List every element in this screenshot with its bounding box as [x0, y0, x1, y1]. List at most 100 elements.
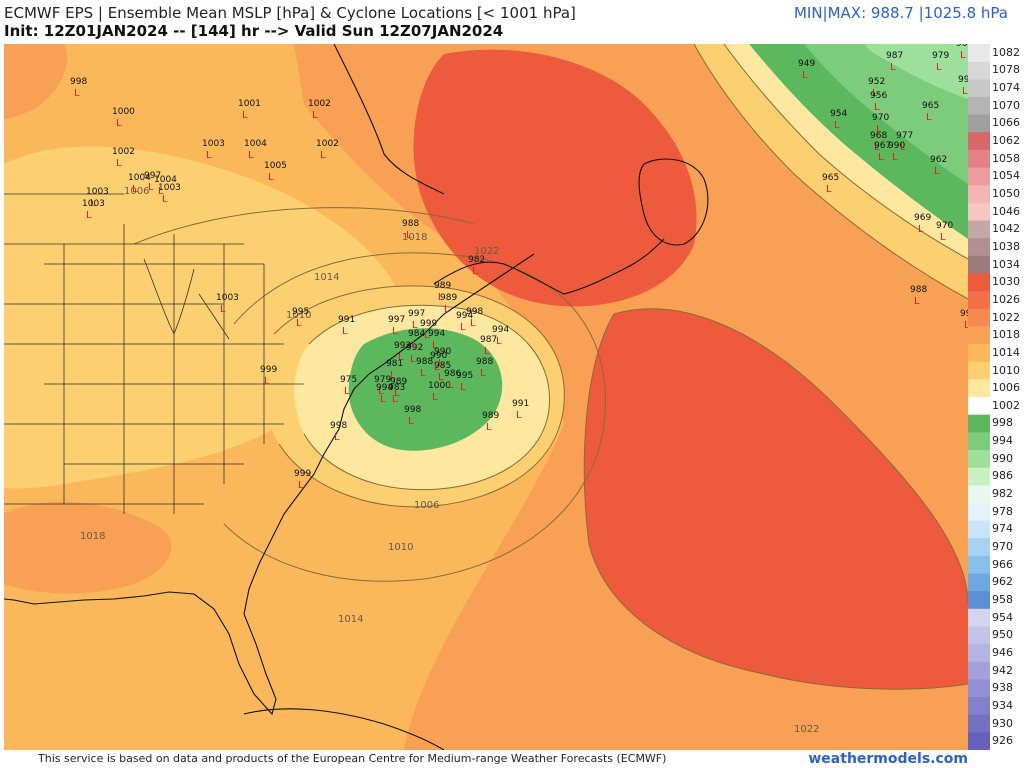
colorbar-label: 1082: [992, 45, 1020, 59]
colorbar-label: 962: [992, 575, 1013, 589]
colorbar-swatch: [968, 185, 990, 204]
colorbar-label: 934: [992, 698, 1013, 712]
cyclone-L-marker: L: [268, 172, 274, 183]
field-nw-1018: [4, 44, 68, 119]
cyclone-L-marker: L: [480, 368, 486, 379]
cyclone-pressure-label: 1004: [154, 175, 177, 185]
cyclone-pressure-label: 989: [434, 281, 451, 291]
colorbar-label: 1014: [992, 345, 1020, 359]
cyclone-pressure-label: 993: [394, 341, 411, 351]
cyclone-pressure-label: 990: [434, 347, 451, 357]
colorbar-swatch: [968, 61, 990, 80]
contour-label: 1018: [80, 531, 105, 542]
cyclone-pressure-label: 996: [960, 309, 968, 319]
colorbar-swatch: [968, 379, 990, 398]
colorbar-swatch: [968, 679, 990, 698]
cyclone-L-marker: L: [380, 394, 386, 405]
cyclone-pressure-label: 979: [932, 51, 949, 61]
cyclone-L-marker: L: [344, 386, 350, 397]
cyclone-L-marker: L: [378, 386, 384, 397]
cyclone-pressure-label: 994: [492, 325, 509, 335]
cyclone-L-marker: L: [148, 182, 154, 193]
colorbar-label: 1002: [992, 398, 1020, 412]
colorbar-label: 1054: [992, 169, 1020, 183]
cyclone-pressure-label: 956: [870, 91, 887, 101]
cyclone-pressure-label: 997: [144, 171, 161, 181]
cyclone-L-marker: L: [248, 150, 254, 161]
cyclone-L-marker: L: [964, 320, 968, 331]
colorbar-swatch: [968, 467, 990, 486]
cyclone-L-marker: L: [220, 304, 226, 315]
cyclone-pressure-label: 989: [390, 377, 407, 387]
colorbar-label: 1050: [992, 187, 1020, 201]
cyclone-pressure-label: 991: [958, 75, 968, 85]
cyclone-pressure-label: 999: [420, 319, 437, 329]
header: ECMWF EPS | Ensemble Mean MSLP [hPa] & C…: [0, 0, 1024, 44]
contour-label: 1022: [474, 246, 499, 257]
isobars: [133, 44, 968, 690]
cyclone-L-marker: L: [940, 232, 946, 243]
cyclone-pressure-label: 982: [468, 255, 485, 265]
brand-link[interactable]: weathermodels.com: [808, 751, 968, 767]
contour-label: 1010: [286, 310, 311, 321]
cyclone-L-marker: L: [878, 152, 884, 163]
coast-east: [4, 253, 535, 716]
colorbar-label: 974: [992, 522, 1013, 536]
cyclone-L-marker: L: [874, 142, 880, 153]
cyclone-L-marker: L: [394, 388, 400, 399]
cyclone-L-marker: L: [460, 322, 466, 333]
footer: This service is based on data and produc…: [0, 750, 1024, 768]
cyclone-pressure-label: 985: [434, 361, 451, 371]
isobar-ne-998: [723, 44, 968, 260]
colorbar-swatch: [968, 485, 990, 504]
cyclone-pressure-label: 1003: [86, 187, 109, 197]
cyclone-L-marker: L: [392, 394, 398, 405]
cyclone-pressure-label: 999: [260, 365, 277, 375]
cyclone-pressure-label: 987: [480, 335, 497, 345]
cyclone-pressure-label: 1002: [308, 99, 331, 109]
pressure-map: 1022 1018 1014 1010 1006 1018 1014 1010 …: [4, 44, 968, 750]
colorbar-swatch: [968, 573, 990, 592]
colorbar-label: 950: [992, 628, 1013, 642]
colorbar-swatch: [968, 555, 990, 574]
cyclone-pressure-label: 967: [874, 141, 891, 151]
colorbar-swatch: [968, 397, 990, 416]
contour-label: 1006: [414, 500, 439, 511]
cyclone-L-marker: L: [312, 110, 318, 121]
cyclone-pressure-label: 970: [872, 113, 889, 123]
contour-label: 1010: [388, 542, 413, 553]
contour-label: 1014: [338, 614, 363, 625]
cyclone-L-marker: L: [934, 166, 940, 177]
colorbar-label: 942: [992, 663, 1013, 677]
colorbar-label: 994: [992, 434, 1013, 448]
cyclone-pressure-label: 998: [70, 77, 87, 87]
cyclone-pressure-label: 998: [404, 405, 421, 415]
cyclone-pressure-label: 1005: [264, 161, 287, 171]
cyclone-pressure-label: 962: [930, 155, 947, 165]
colorbar-label: 1010: [992, 363, 1020, 377]
cyclone-L-marker: L: [448, 380, 454, 391]
isobar-1014: [223, 252, 606, 582]
colorbar-swatch: [968, 326, 990, 345]
colorbar-swatch: [968, 255, 990, 274]
cyclone-pressure-label: 1003: [82, 199, 105, 209]
coast-hudson: [333, 44, 445, 195]
colorbar-swatch: [968, 273, 990, 292]
cyclone-pressure-label: 1003: [216, 293, 239, 303]
cyclone-pressure-label: 1002: [316, 139, 339, 149]
cyclone-L-marker: L: [936, 62, 942, 73]
cyclone-pressure-label: 969: [914, 213, 931, 223]
colorbar-label: 1018: [992, 328, 1020, 342]
cyclone-L-marker: L: [960, 50, 966, 61]
cyclone-L-marker: L: [242, 110, 248, 121]
cyclone-L-marker: L: [484, 346, 490, 357]
isobar-1018: [133, 207, 475, 245]
colorbar-swatch: [968, 626, 990, 645]
colorbar-swatch: [968, 732, 990, 750]
colorbar-swatch: [968, 344, 990, 363]
field-ne-986: [864, 44, 968, 99]
cyclone-pressure-label: 981: [386, 359, 403, 369]
colorbar-label: 990: [992, 451, 1013, 465]
cyclone-L-marker: L: [408, 416, 414, 427]
cyclone-pressure-label: 952: [868, 77, 885, 87]
